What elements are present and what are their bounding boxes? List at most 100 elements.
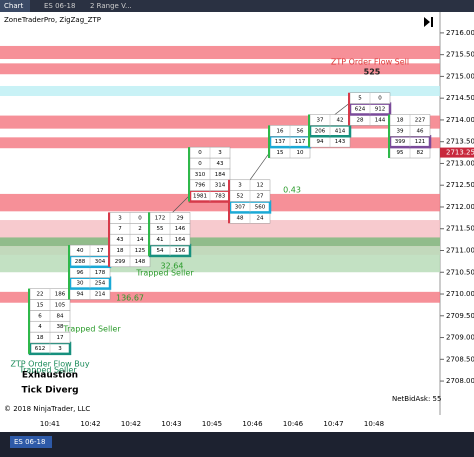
ask-volume: 148 <box>135 259 146 265</box>
ask-volume: 184 <box>215 172 226 178</box>
bid-volume: 55 <box>157 226 164 232</box>
annotation: ZTP Order Flow Buy <box>10 360 89 369</box>
bid-volume: 307 <box>235 204 246 210</box>
ask-volume: 143 <box>335 139 346 145</box>
ask-volume: 14 <box>137 237 144 243</box>
annotation: 0.43 <box>283 186 301 195</box>
delta-bar <box>148 212 150 256</box>
annotation: 136.67 <box>116 294 144 303</box>
y-tick-label: 2710.00 <box>446 290 474 298</box>
ask-volume: 414 <box>335 128 346 134</box>
annotation: ZTP Order Flow Sell <box>331 58 409 67</box>
bid-volume: 40 <box>77 248 84 254</box>
ask-volume: 29 <box>177 215 184 221</box>
bid-volume: 41 <box>157 237 164 243</box>
ask-volume: 27 <box>257 194 264 200</box>
ask-volume: 42 <box>337 117 344 123</box>
zone <box>0 45 440 60</box>
bid-volume: 399 <box>395 139 406 145</box>
instrument[interactable]: ES 06-18 <box>44 2 75 10</box>
ask-volume: 38 <box>57 324 64 330</box>
delta-bar <box>308 114 310 148</box>
x-tick-label: 10:41 <box>40 420 60 428</box>
chart-title: ZoneTraderPro, ZigZag_ZTP <box>4 16 101 24</box>
bid-volume: 15 <box>277 150 284 156</box>
bid-volume: 1981 <box>193 194 207 200</box>
bid-volume: 22 <box>37 292 44 298</box>
bid-volume: 30 <box>77 281 84 287</box>
bid-volume: 137 <box>275 139 286 145</box>
ask-volume: 84 <box>57 313 64 319</box>
x-tick-label: 10:42 <box>80 420 100 428</box>
y-tick-label: 2716.00 <box>446 29 474 37</box>
scroll-end-icon[interactable] <box>424 17 433 27</box>
x-tick-label: 10:48 <box>364 420 384 428</box>
bid-volume: 16 <box>277 128 284 134</box>
ask-volume: 43 <box>217 161 224 167</box>
x-tick-label: 10:46 <box>242 420 263 428</box>
x-tick-label: 10:45 <box>202 420 222 428</box>
bid-volume: 52 <box>237 194 244 200</box>
annotation: Trapped Seller <box>18 366 77 375</box>
bid-volume: 28 <box>357 117 364 123</box>
instrument-tab-label[interactable]: ES 06-18 <box>14 438 45 446</box>
ask-volume: 164 <box>175 237 186 243</box>
annotation: 525 <box>364 68 381 77</box>
current-price-tag <box>440 147 474 158</box>
bid-volume: 94 <box>317 139 324 145</box>
y-tick-label: 2710.50 <box>446 268 474 276</box>
delta-bar <box>268 125 270 159</box>
bid-volume: 5 <box>358 96 362 102</box>
bid-volume: 7 <box>118 226 122 232</box>
bid-volume: 310 <box>195 172 206 178</box>
instrument-tab[interactable] <box>10 436 52 448</box>
ask-volume: 125 <box>135 248 146 254</box>
x-tick-label: 10:43 <box>161 420 181 428</box>
current-price-label: 2713.25 <box>446 149 474 157</box>
bid-volume: 0 <box>198 161 202 167</box>
period[interactable]: 2 Range V... <box>90 2 132 10</box>
zone <box>0 291 440 303</box>
tab[interactable] <box>0 0 30 12</box>
tab-label[interactable]: Chart <box>4 2 23 10</box>
x-tick-label: 10:47 <box>323 420 343 428</box>
tab-bar <box>0 432 474 453</box>
y-tick-label: 2714.50 <box>446 94 474 102</box>
bid-volume: 18 <box>37 335 44 341</box>
ask-volume: 0 <box>138 215 142 221</box>
delta-bar <box>388 114 390 159</box>
ask-volume: 82 <box>417 150 424 156</box>
y-tick-label: 2709.00 <box>446 334 474 342</box>
bid-volume: 4 <box>38 324 42 330</box>
ask-volume: 121 <box>415 139 426 145</box>
copyright: © 2018 NinjaTrader, LLC <box>4 405 90 413</box>
zone <box>0 85 440 96</box>
ask-volume: 105 <box>55 302 66 308</box>
y-tick-label: 2712.50 <box>446 181 474 189</box>
zone <box>0 246 440 273</box>
ask-volume: 3 <box>58 346 62 352</box>
annotation: Trapped Seller <box>135 269 194 278</box>
ask-volume: 254 <box>95 281 106 287</box>
y-tick-label: 2713.50 <box>446 138 474 146</box>
delta-bar <box>188 147 190 202</box>
zone <box>0 63 440 75</box>
ask-volume: 10 <box>297 150 304 156</box>
bid-volume: 6 <box>38 313 42 319</box>
bid-volume: 94 <box>77 292 84 298</box>
y-tick-label: 2708.00 <box>446 377 474 385</box>
ask-volume: 146 <box>175 226 186 232</box>
ask-volume: 314 <box>215 183 226 189</box>
y-tick-label: 2709.50 <box>446 312 474 320</box>
bid-volume: 18 <box>397 117 404 123</box>
bid-volume: 172 <box>155 215 166 221</box>
y-tick-label: 2715.50 <box>446 51 474 59</box>
delta-bar <box>228 179 230 224</box>
annotation: Exhaustion <box>22 371 78 381</box>
ask-volume: 117 <box>295 139 306 145</box>
annotation: Tick Diverg <box>21 386 78 396</box>
zone <box>0 137 440 149</box>
bid-volume: 612 <box>35 346 46 352</box>
